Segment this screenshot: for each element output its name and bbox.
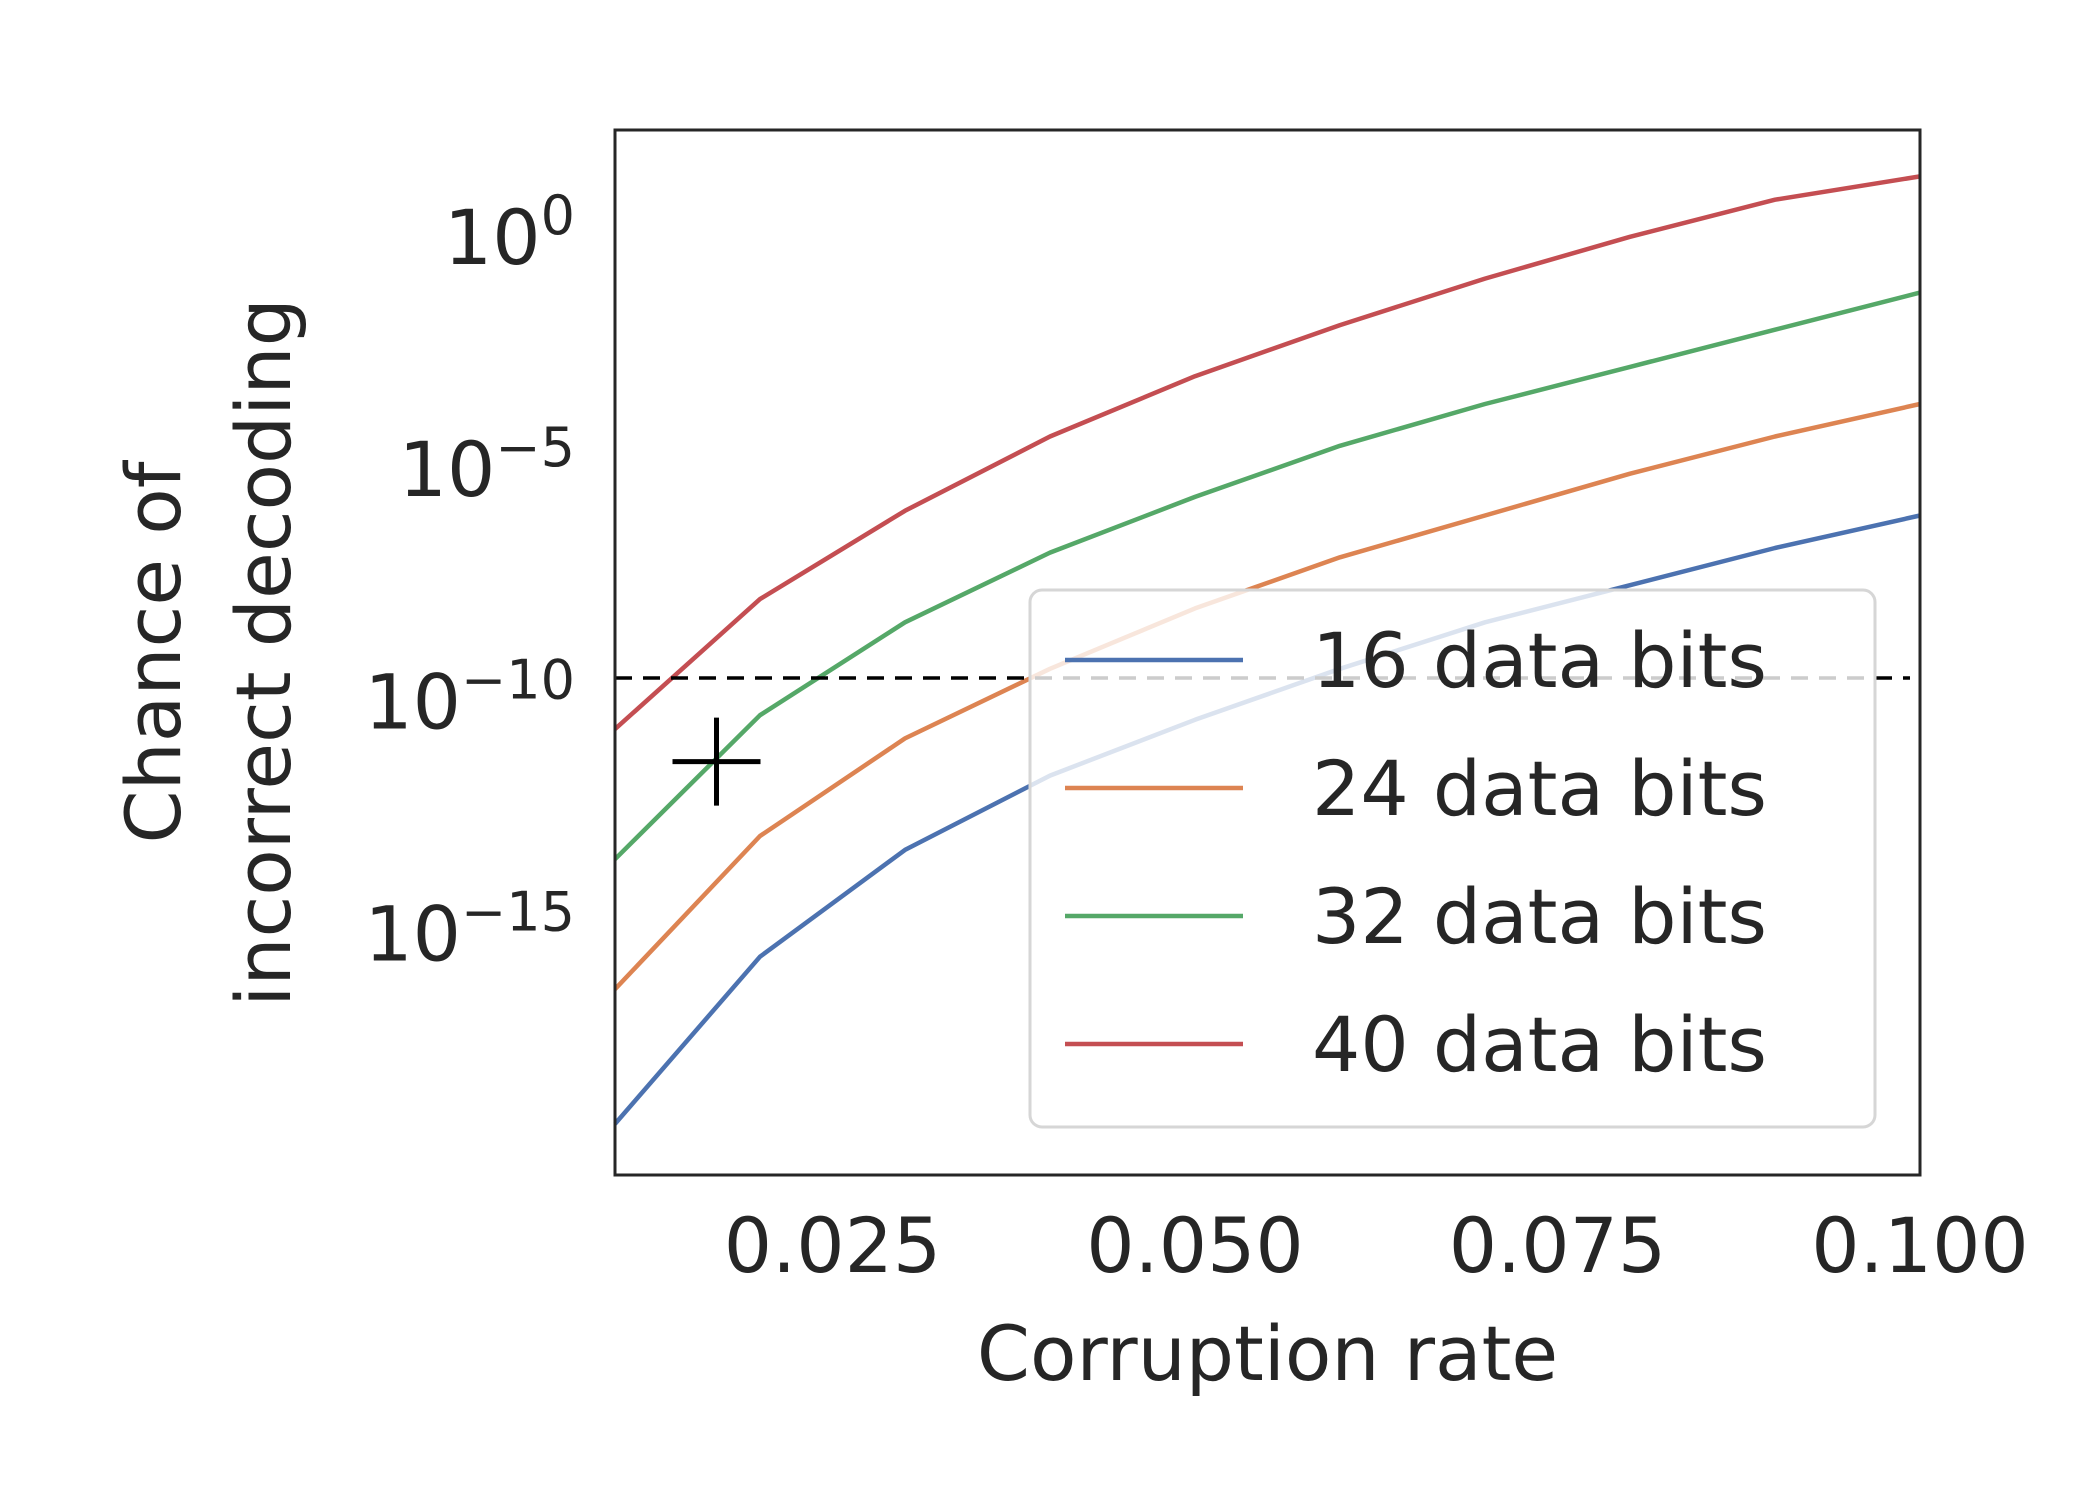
- y-tick-label-3: 10−10: [364, 648, 575, 746]
- x-tick-label-2: 0.050: [1086, 1201, 1304, 1290]
- y-axis-label-line-2: incorrect decoding: [219, 298, 308, 1007]
- y-tick-label-2: 10−5: [399, 416, 575, 514]
- y-tick-label-4: 10−15: [364, 880, 575, 978]
- series-lines: [613, 174, 1921, 1126]
- x-axis-label: Corruption rate: [977, 1309, 1558, 1398]
- legend: 16 data bits 24 data bits 32 data bits 40 d…: [1028, 588, 1877, 1129]
- legend-label-2: 24 data bits: [1312, 744, 1767, 833]
- series-line-4: [613, 174, 1921, 731]
- y-tick-label-1: 100: [444, 184, 575, 282]
- y-axis-label: Chance of incorrect decoding: [109, 298, 308, 1007]
- plus-marker: [672, 717, 761, 806]
- series-line-3: [613, 290, 1921, 861]
- series-line-2: [613, 401, 1921, 991]
- x-tick-label-3: 0.075: [1449, 1201, 1667, 1290]
- x-axis-ticks: 0.025 0.050 0.075 0.100: [724, 1201, 2029, 1290]
- legend-label-1: 16 data bits: [1312, 616, 1767, 705]
- y-axis-ticks: 100 10−5 10−10 10−15: [364, 184, 575, 979]
- plot-frame: [613, 128, 1922, 1177]
- y-axis-label-line-1: Chance of: [109, 459, 198, 843]
- legend-box: [1028, 588, 1877, 1129]
- x-tick-label-1: 0.025: [724, 1201, 942, 1290]
- legend-label-3: 32 data bits: [1312, 872, 1767, 961]
- legend-label-4: 40 data bits: [1312, 1000, 1767, 1089]
- x-tick-label-4: 0.100: [1811, 1201, 2029, 1290]
